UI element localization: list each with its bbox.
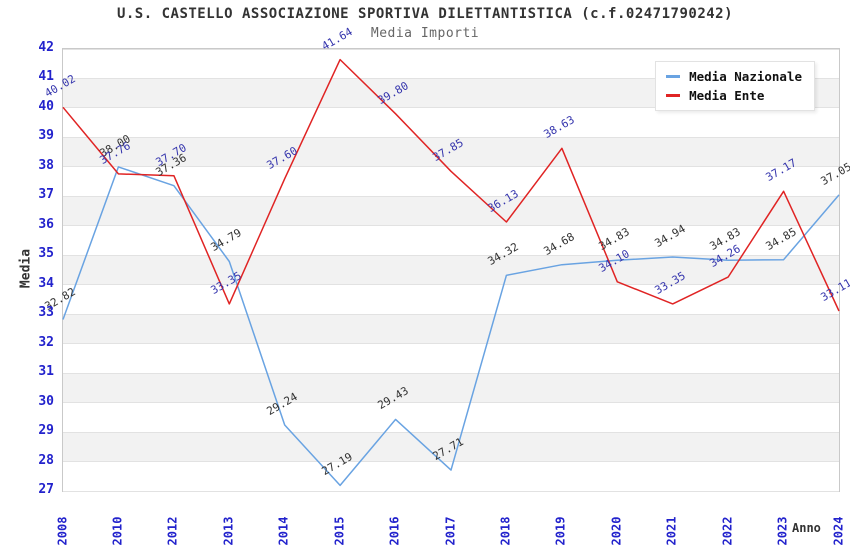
legend-line-marker <box>666 94 681 97</box>
legend-label: Media Nazionale <box>689 69 802 84</box>
y-axis-tick-label: 30 <box>38 393 54 409</box>
gridline <box>63 343 839 345</box>
x-axis-tick-label: 2014 <box>276 516 291 546</box>
y-axis-tick-label: 35 <box>38 246 54 262</box>
plot-band <box>63 432 839 462</box>
x-axis-tick-label: 2019 <box>553 516 568 546</box>
media-nazionale-line <box>62 166 840 487</box>
legend-item: Media Nazionale <box>666 67 802 86</box>
gridline <box>63 77 839 79</box>
y-axis-tick-label: 41 <box>38 69 54 85</box>
legend-item: Media Ente <box>666 86 802 105</box>
gridline <box>63 254 839 256</box>
gridline <box>63 195 839 197</box>
plot-band <box>63 314 839 344</box>
gridline <box>63 107 839 109</box>
x-axis-tick-label: 2010 <box>110 516 125 546</box>
plot-band <box>63 107 839 138</box>
y-axis-tick-label: 27 <box>38 482 54 497</box>
plot-band <box>63 461 839 491</box>
plot-band <box>63 373 839 403</box>
x-axis-tick-label: 2008 <box>55 516 69 546</box>
legend: Media Nazionale Media Ente <box>655 61 815 111</box>
plot-band <box>63 255 839 285</box>
x-axis-tick-label: 2024 <box>831 516 845 546</box>
y-axis-tick-label: 36 <box>38 216 54 232</box>
series-lines <box>62 58 840 487</box>
x-axis-tick-label: 2018 <box>498 516 513 546</box>
gridline <box>63 313 839 315</box>
y-axis-tick-label: 28 <box>38 452 54 468</box>
y-axis-tick-label: 40 <box>38 98 54 114</box>
x-axis-tick-label: 2021 <box>664 516 679 546</box>
chart-subtitle: Media Importi <box>370 26 480 41</box>
legend-line-marker <box>666 75 681 78</box>
plot-band <box>63 284 839 315</box>
gridline <box>63 166 839 168</box>
plot-band <box>63 402 839 433</box>
x-axis-tick-label: 2012 <box>165 516 180 546</box>
y-axis-tick-label: 33 <box>38 305 54 321</box>
media-ente-line <box>62 58 840 312</box>
x-axis-tick-label: 2022 <box>720 516 735 546</box>
x-axis-tick-label: 2023 <box>775 516 790 546</box>
gridline <box>63 372 839 374</box>
gridline <box>63 461 839 463</box>
legend-label: Media Ente <box>689 88 765 103</box>
gridline <box>63 48 839 50</box>
gridline <box>63 136 839 138</box>
plot-band <box>63 343 839 374</box>
chart-title: U.S. CASTELLO ASSOCIAZIONE SPORTIVA DILE… <box>116 6 734 22</box>
gridline <box>63 490 839 492</box>
gridline <box>63 225 839 227</box>
x-axis-tick-label: 2015 <box>332 516 347 546</box>
gridline <box>63 431 839 433</box>
y-axis-tick-label: 37 <box>38 187 54 203</box>
x-axis-tick-label: 2016 <box>387 516 402 546</box>
y-axis-tick-label: 39 <box>38 128 54 144</box>
x-axis-tick-label: 2017 <box>443 516 457 546</box>
plot-area: Media Nazionale Media Ente 32.82 38.00 37.3… <box>43 25 850 492</box>
y-axis-tick-label: 29 <box>38 423 54 439</box>
y-axis-tick-label: 32 <box>38 334 54 350</box>
y-axis-tick-label: 38 <box>38 157 54 173</box>
y-axis-tick-label: 42 <box>38 40 54 55</box>
gridline <box>63 402 839 404</box>
plot-band <box>63 225 839 256</box>
x-axis-tick-label: 2020 <box>609 516 624 546</box>
plot-band <box>63 137 839 167</box>
y-axis-tick-label: 34 <box>38 275 54 291</box>
gridline <box>63 284 839 286</box>
x-axis-title: Anno <box>792 521 821 535</box>
x-axis-tick-label: 2013 <box>221 516 236 546</box>
y-axis-tick-label: 31 <box>38 364 54 380</box>
